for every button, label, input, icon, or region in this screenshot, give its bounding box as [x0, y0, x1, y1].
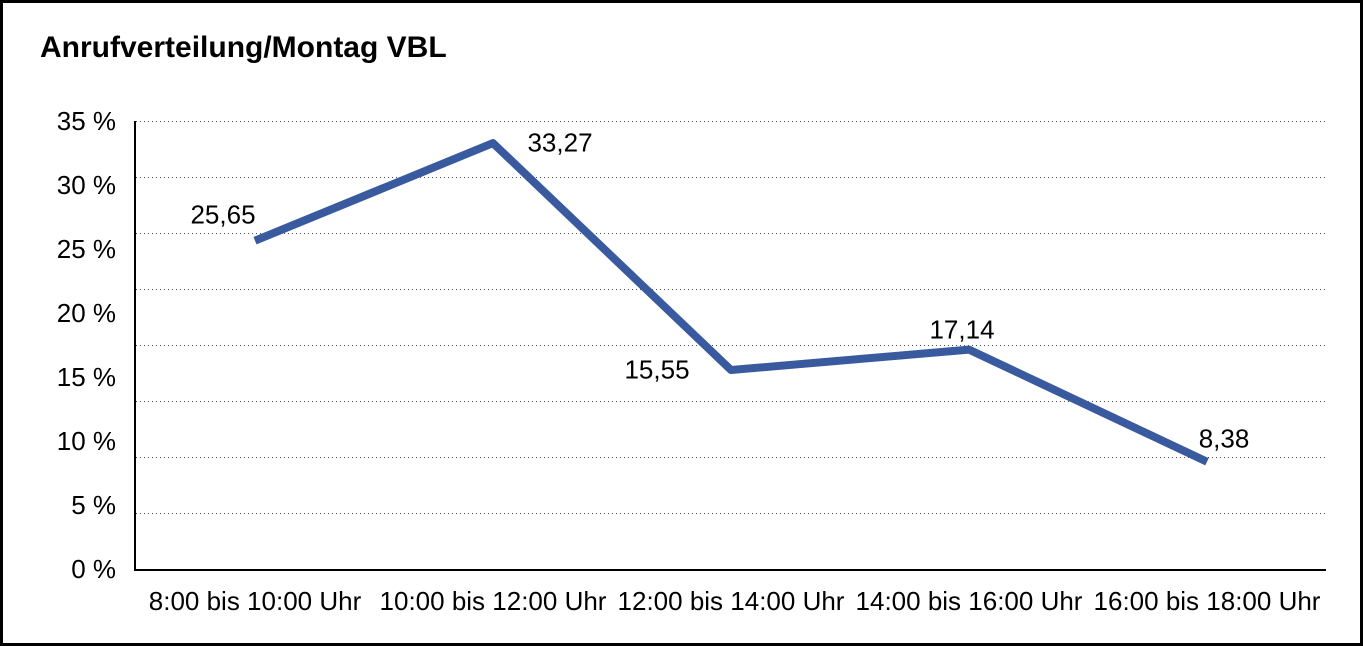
y-tick-label: 5 % [71, 490, 116, 520]
y-tick-label: 20 % [56, 298, 116, 328]
gridline [136, 345, 1326, 346]
data-point-label: 15,55 [624, 354, 690, 385]
data-point-label: 25,65 [190, 199, 256, 230]
gridline [136, 457, 1326, 458]
x-tick-label: 14:00 bis 16:00 Uhr [855, 586, 1083, 616]
gridline [136, 177, 1326, 178]
x-tick-label: 8:00 bis 10:00 Uhr [148, 586, 362, 616]
y-tick-label: 15 % [56, 362, 116, 392]
x-tick-label: 12:00 bis 14:00 Uhr [617, 586, 845, 616]
y-tick-label: 25 % [56, 234, 116, 264]
gridline [136, 401, 1326, 402]
chart-title: Anrufverteilung/Montag VBL [40, 31, 447, 64]
y-tick-label: 30 % [56, 170, 116, 200]
data-point-label: 17,14 [929, 314, 995, 345]
x-tick-label: 10:00 bis 12:00 Uhr [379, 586, 607, 616]
data-line [253, 139, 1209, 466]
y-tick-label: 0 % [71, 554, 116, 584]
data-point-label: 33,27 [527, 127, 593, 158]
gridline [136, 289, 1326, 290]
x-axis-line [134, 569, 1326, 571]
x-tick-label: 16:00 bis 18:00 Uhr [1093, 586, 1321, 616]
gridline [136, 121, 1326, 122]
data-point-label: 8,38 [1198, 423, 1250, 454]
y-tick-label: 10 % [56, 426, 116, 456]
y-tick-label: 35 % [56, 106, 116, 136]
gridline [136, 233, 1326, 234]
plot-area: 25,65 33,27 15,55 17,14 8,38 [134, 121, 1326, 571]
y-axis-line [134, 121, 136, 571]
data-line-svg [253, 139, 1209, 466]
gridline [136, 513, 1326, 514]
